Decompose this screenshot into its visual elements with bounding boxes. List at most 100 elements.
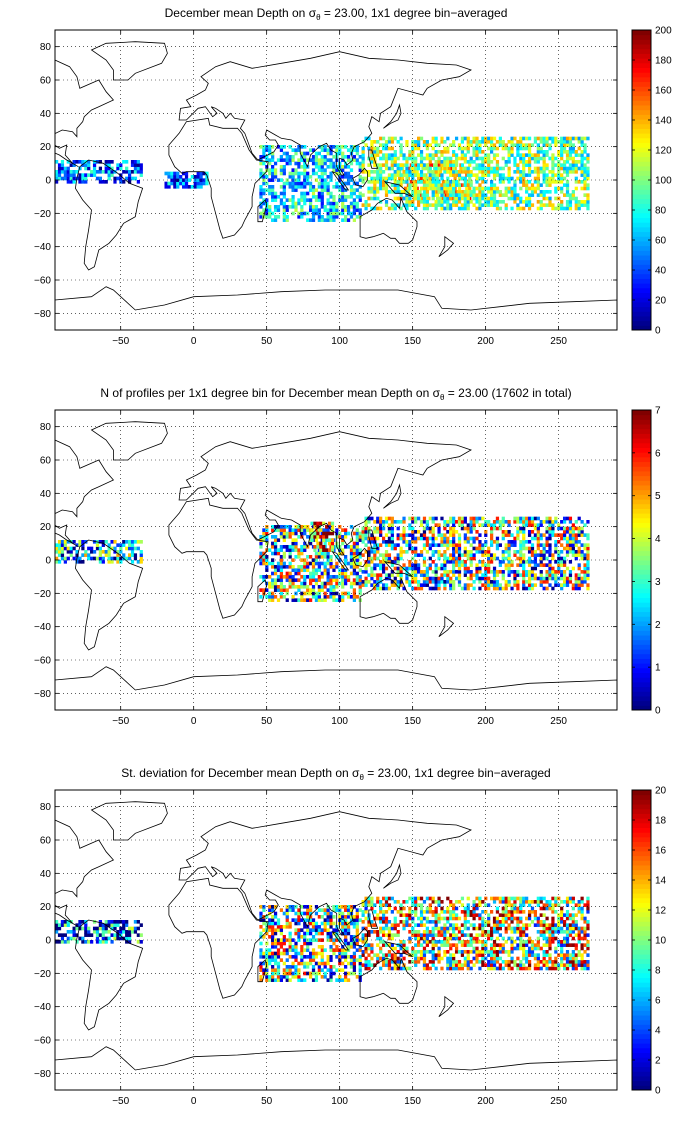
data-bin [370, 140, 374, 144]
data-bin [478, 516, 482, 521]
data-bin [411, 960, 415, 964]
data-bin [568, 153, 573, 157]
data-bin [297, 185, 301, 189]
data-bin [259, 931, 263, 936]
data-bin [291, 538, 295, 542]
data-bin [329, 931, 333, 936]
data-bin [530, 586, 535, 591]
data-bin [259, 911, 263, 916]
data-bin [457, 143, 462, 147]
data-bin [554, 550, 558, 554]
data-bin [379, 176, 383, 181]
data-bin [419, 583, 424, 587]
data-bin [446, 156, 450, 161]
data-bin [504, 586, 508, 591]
data-bin [574, 540, 578, 544]
data-bin [110, 166, 114, 171]
data-bin [454, 193, 459, 197]
data-bin [417, 536, 421, 541]
data-bin [319, 535, 323, 539]
data-bin [268, 598, 272, 602]
data-bin [139, 560, 143, 564]
data-bin [574, 576, 578, 581]
data-bin [300, 598, 304, 602]
data-bin [184, 178, 189, 182]
data-bin [490, 196, 494, 201]
data-bin [411, 930, 415, 934]
data-bin [300, 948, 304, 952]
data-bin [560, 143, 564, 147]
data-bin [387, 156, 392, 161]
data-bin [205, 178, 209, 182]
data-bin [116, 163, 120, 167]
data-bin [568, 150, 573, 154]
data-bin [113, 556, 117, 561]
data-bin [323, 911, 327, 916]
data-bin [279, 928, 284, 932]
data-bin [513, 170, 517, 174]
data-bin [335, 908, 339, 912]
colorbar-tick-label: 140 [655, 116, 672, 127]
data-bin [316, 521, 320, 526]
data-bin [367, 896, 371, 901]
data-bin [87, 926, 91, 931]
data-bin [346, 955, 351, 959]
data-bin [367, 186, 371, 191]
data-bin [294, 941, 298, 946]
data-bin [393, 556, 397, 561]
data-bin [460, 196, 465, 201]
data-bin [361, 900, 365, 904]
data-bin [554, 533, 558, 537]
data-bin [425, 140, 429, 144]
data-bin [457, 183, 462, 187]
data-bin [92, 550, 97, 554]
data-bin [288, 965, 292, 969]
data-bin [452, 183, 456, 187]
colorbar-step [632, 588, 651, 594]
data-bin [431, 946, 435, 951]
data-bin [574, 180, 578, 184]
data-bin [320, 178, 324, 182]
data-bin [428, 930, 432, 934]
colorbar-step [632, 555, 651, 561]
data-bin [379, 586, 383, 591]
data-bin [326, 968, 330, 972]
data-bin [542, 163, 546, 167]
data-bin [495, 570, 500, 574]
data-bin [288, 145, 292, 149]
data-bin [586, 586, 590, 591]
data-bin [536, 176, 540, 181]
data-bin [370, 930, 374, 934]
data-bin [522, 166, 526, 171]
data-bin [332, 595, 336, 599]
data-bin [548, 533, 552, 537]
data-bin [341, 925, 345, 929]
data-bin [487, 566, 491, 571]
data-bin [373, 930, 377, 934]
data-bin [127, 926, 132, 931]
data-bin [294, 178, 298, 182]
data-bin [431, 913, 435, 917]
data-bin [323, 145, 327, 149]
data-bin [495, 520, 500, 524]
data-bin [373, 183, 377, 187]
data-bin [288, 181, 292, 186]
data-bin [539, 200, 543, 204]
data-bin [288, 531, 292, 536]
data-bin [361, 936, 365, 941]
data-bin [282, 975, 286, 979]
data-bin [452, 180, 456, 184]
data-bin [303, 198, 307, 202]
data-bin [452, 173, 456, 177]
data-bin [577, 553, 581, 557]
data-bin [370, 570, 374, 574]
data-bin [443, 540, 447, 544]
data-bin [268, 958, 272, 962]
data-bin [288, 565, 292, 569]
data-bin [384, 933, 389, 937]
data-bin [565, 550, 570, 554]
data-bin [396, 923, 400, 927]
data-bin [469, 200, 473, 204]
data-bin [434, 563, 438, 567]
data-bin [428, 940, 432, 944]
